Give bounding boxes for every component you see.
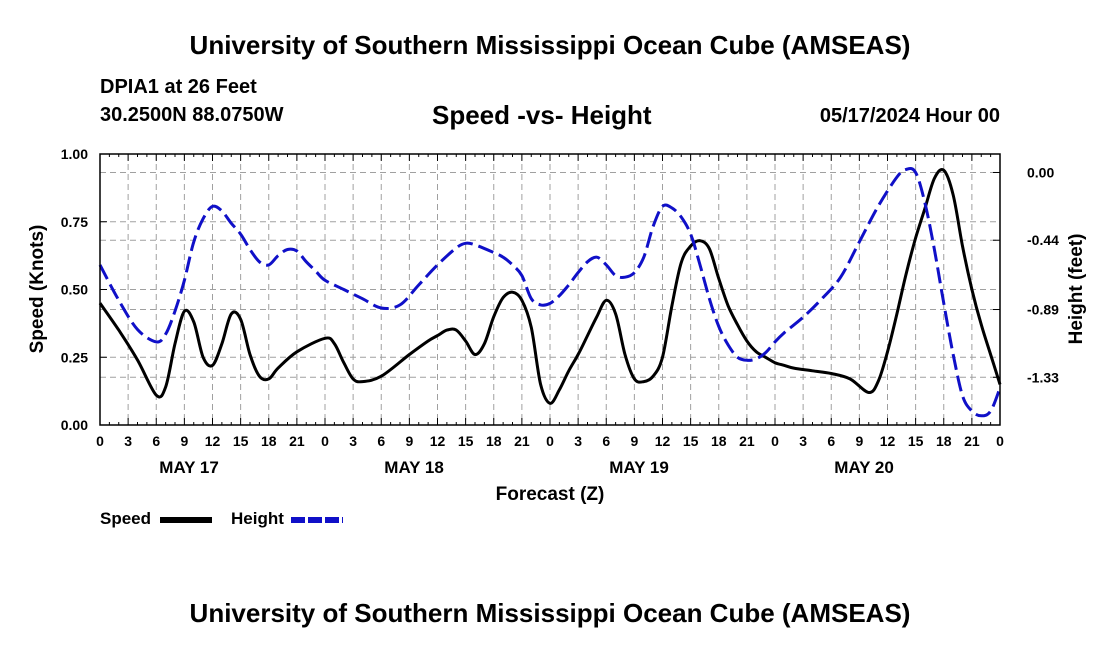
forecast-datetime: 05/17/2024 Hour 00 (819, 105, 1000, 127)
x-tick-label: 15 (908, 433, 924, 449)
x-tick-label: 21 (739, 433, 755, 449)
speed-series-line (98, 168, 1002, 405)
axis-ticks: 0 3 6 9 12 15 18 21 0 3 6 9 12 15 18 21 0 3 6 9 12 15 18 21 0 3 6 9… (61, 146, 1059, 477)
day-label: MAY 19 (609, 458, 669, 477)
x-tick-label: 18 (486, 433, 502, 449)
chart-title: University of Southern Mississippi Ocean… (189, 30, 911, 60)
x-tick-label: 0 (96, 433, 104, 449)
x-tick-label: 9 (630, 433, 638, 449)
y2-axis-label: Height (feet) (1066, 234, 1087, 345)
x-tick-label: 12 (205, 433, 221, 449)
x-tick-label: 18 (711, 433, 727, 449)
y-tick-label: 1.00 (61, 146, 88, 162)
legend-speed-label: Speed (100, 509, 152, 528)
x-tick-label: 6 (827, 433, 835, 449)
x-tick-label: 0 (996, 433, 1004, 449)
x-tick-label: 0 (771, 433, 779, 449)
x-tick-label: 18 (261, 433, 277, 449)
x-tick-label: 6 (602, 433, 610, 449)
series-lines (98, 167, 1002, 418)
x-tick-label: 9 (855, 433, 863, 449)
x-tick-label: 18 (936, 433, 952, 449)
day-label: MAY 17 (159, 458, 219, 477)
chart-subtitle: Speed -vs- Height (432, 100, 652, 130)
station-label: DPIA1 at 26 Feet (100, 76, 257, 98)
x-tick-label: 9 (405, 433, 413, 449)
height-series-line (98, 167, 1002, 418)
x-tick-label: 3 (349, 433, 357, 449)
station-coordinates: 30.2500N 88.0750W (100, 104, 284, 126)
legend-height-swatch (291, 517, 343, 523)
x-tick-label: 15 (683, 433, 699, 449)
footer-title: University of Southern Mississippi Ocean… (189, 598, 911, 628)
x-axis-label: Forecast (Z) (496, 484, 605, 505)
legend-height-label: Height (231, 509, 284, 528)
y2-tick-label: -1.33 (1027, 369, 1059, 385)
x-tick-label: 3 (124, 433, 132, 449)
y-axis-label: Speed (Knots) (27, 225, 48, 354)
x-tick-label: 15 (233, 433, 249, 449)
x-tick-label: 12 (655, 433, 671, 449)
x-tick-label: 6 (377, 433, 385, 449)
x-tick-label: 21 (514, 433, 530, 449)
x-tick-label: 12 (880, 433, 896, 449)
x-tick-label: 0 (321, 433, 329, 449)
y2-tick-label: -0.89 (1027, 302, 1059, 318)
day-label: MAY 18 (384, 458, 444, 477)
legend-speed-swatch (160, 517, 212, 523)
y2-tick-label: -0.44 (1027, 232, 1059, 248)
y2-tick-label: 0.00 (1027, 164, 1054, 180)
y-tick-label: 0.50 (61, 282, 88, 298)
x-tick-label: 0 (546, 433, 554, 449)
x-tick-label: 6 (152, 433, 160, 449)
x-tick-label: 21 (964, 433, 980, 449)
x-tick-label: 21 (289, 433, 305, 449)
gridlines (100, 154, 1000, 425)
y-tick-label: 0.75 (61, 214, 88, 230)
y-tick-label: 0.25 (61, 349, 88, 365)
x-tick-label: 12 (430, 433, 446, 449)
y-tick-label: 0.00 (61, 417, 88, 433)
x-tick-label: 9 (180, 433, 188, 449)
x-tick-label: 3 (574, 433, 582, 449)
x-tick-label: 15 (458, 433, 474, 449)
x-tick-label: 3 (799, 433, 807, 449)
day-label: MAY 20 (834, 458, 894, 477)
